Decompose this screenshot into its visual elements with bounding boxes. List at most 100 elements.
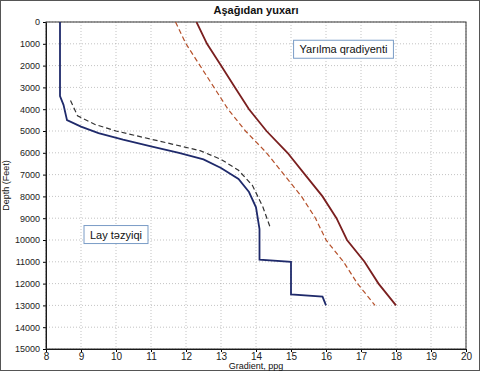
figure-frame bbox=[1, 1, 480, 371]
y-tick-label: 13000 bbox=[15, 301, 40, 311]
x-tick-label: 15 bbox=[286, 351, 298, 362]
x-tick-label: 8 bbox=[44, 351, 50, 362]
x-tick-label: 18 bbox=[391, 351, 403, 362]
x-tick: 9 bbox=[79, 349, 85, 362]
y-tick-label: 7000 bbox=[20, 170, 40, 180]
grid-line bbox=[46, 305, 466, 306]
title: Aşağıdan yuxarı bbox=[214, 4, 299, 16]
y-tick: 3000 bbox=[20, 83, 46, 93]
y-tick-label: 3000 bbox=[20, 83, 40, 93]
y-tick-label: 8000 bbox=[20, 192, 40, 202]
x-tick-label: 20 bbox=[461, 351, 473, 362]
y-tick: 6000 bbox=[20, 148, 46, 158]
y-tick: 10000 bbox=[15, 235, 46, 245]
y-tick: 12000 bbox=[15, 279, 46, 289]
grid-line bbox=[46, 327, 466, 328]
x-tick: 12 bbox=[181, 349, 193, 362]
y-axis-title: Depth (Feet) bbox=[1, 160, 11, 211]
y-tick: 1000 bbox=[20, 39, 46, 49]
y-tick-label: 9000 bbox=[20, 214, 40, 224]
y-axis: 0 1000 2000 3000 4000 5000 6000 7000 8000 9000 100… bbox=[15, 17, 47, 354]
grid-line bbox=[46, 261, 466, 262]
y-tick-label: 6000 bbox=[20, 148, 40, 158]
plot: 8910111213141516171819200100020003000400… bbox=[15, 17, 473, 362]
y-tick: 2000 bbox=[20, 61, 46, 71]
grid-line bbox=[46, 43, 466, 44]
annotation-text: Lay təzyiqi bbox=[90, 229, 142, 241]
grid-line bbox=[326, 22, 327, 349]
x-tick: 19 bbox=[426, 349, 438, 362]
x-tick-label: 19 bbox=[426, 351, 438, 362]
series-line bbox=[197, 22, 397, 305]
series-line bbox=[60, 22, 326, 305]
grid-line bbox=[221, 22, 222, 349]
grid-line bbox=[46, 87, 466, 88]
grid-line bbox=[256, 22, 257, 349]
y-tick: 15000 bbox=[15, 344, 46, 354]
x-tick-label: 11 bbox=[146, 351, 157, 362]
y-tick-label: 4000 bbox=[20, 105, 40, 115]
x-tick: 17 bbox=[356, 349, 368, 362]
x-tick-label: 9 bbox=[79, 351, 85, 362]
series-group bbox=[60, 22, 396, 305]
x-tick: 15 bbox=[286, 349, 298, 362]
x-tick-label: 17 bbox=[356, 351, 368, 362]
annotation-box bbox=[84, 226, 148, 244]
y-tick-label: 14000 bbox=[15, 323, 40, 333]
y-tick-label: 15000 bbox=[15, 344, 40, 354]
grid-line bbox=[46, 109, 466, 110]
grid-line bbox=[116, 22, 117, 349]
x-tick-label: 13 bbox=[216, 351, 228, 362]
series-line bbox=[176, 22, 376, 305]
y-tick-label: 11000 bbox=[16, 257, 40, 267]
x-tick: 8 bbox=[44, 349, 50, 362]
grid-line bbox=[396, 22, 397, 349]
grid-line bbox=[46, 65, 466, 66]
y-tick: 5000 bbox=[20, 126, 46, 136]
y-tick-label: 5000 bbox=[20, 126, 40, 136]
x-tick: 11 bbox=[146, 349, 157, 362]
grid-line bbox=[151, 22, 152, 349]
grid-line bbox=[361, 22, 362, 349]
grid-line bbox=[46, 152, 466, 153]
x-tick-label: 16 bbox=[321, 351, 333, 362]
x-axis-title: Gradient, ppg bbox=[229, 361, 284, 371]
chart: 8910111213141516171819200100020003000400… bbox=[0, 0, 480, 371]
y-tick: 11000 bbox=[16, 257, 46, 267]
y-tick-label: 1000 bbox=[20, 39, 40, 49]
y-tick: 14000 bbox=[15, 323, 46, 333]
grid-line bbox=[431, 22, 432, 349]
y-tick: 0 bbox=[35, 17, 46, 27]
x-tick: 18 bbox=[391, 349, 403, 362]
x-tick-label: 12 bbox=[181, 351, 193, 362]
x-tick-label: 10 bbox=[111, 351, 123, 362]
grid-line bbox=[291, 22, 292, 349]
y-tick: 4000 bbox=[20, 105, 46, 115]
x-tick: 16 bbox=[321, 349, 333, 362]
x-tick: 20 bbox=[461, 349, 473, 362]
series-line bbox=[71, 100, 271, 226]
grid bbox=[46, 22, 466, 349]
grid-line bbox=[46, 196, 466, 197]
x-tick: 13 bbox=[216, 349, 228, 362]
grid-line bbox=[46, 131, 466, 132]
plot-frame bbox=[46, 22, 466, 349]
y-tick: 9000 bbox=[20, 214, 46, 224]
annotations: Yarılma qradiyenti Lay təzyiqi bbox=[84, 40, 393, 243]
annotation: Yarılma qradiyenti bbox=[294, 40, 394, 58]
grid-line bbox=[186, 22, 187, 349]
plot-background bbox=[46, 22, 466, 349]
y-tick: 8000 bbox=[20, 192, 46, 202]
y-tick: 13000 bbox=[15, 301, 46, 311]
annotation: Lay təzyiqi bbox=[84, 226, 148, 244]
annotation-text: Yarılma qradiyenti bbox=[300, 43, 388, 55]
annotation-box bbox=[294, 40, 394, 58]
y-tick-label: 10000 bbox=[15, 235, 40, 245]
x-tick: 10 bbox=[111, 349, 123, 362]
grid-line bbox=[46, 174, 466, 175]
grid-line bbox=[81, 22, 82, 349]
y-tick-label: 0 bbox=[35, 17, 40, 27]
grid-line bbox=[46, 218, 466, 219]
y-tick: 7000 bbox=[20, 170, 46, 180]
y-tick-label: 2000 bbox=[20, 61, 40, 71]
